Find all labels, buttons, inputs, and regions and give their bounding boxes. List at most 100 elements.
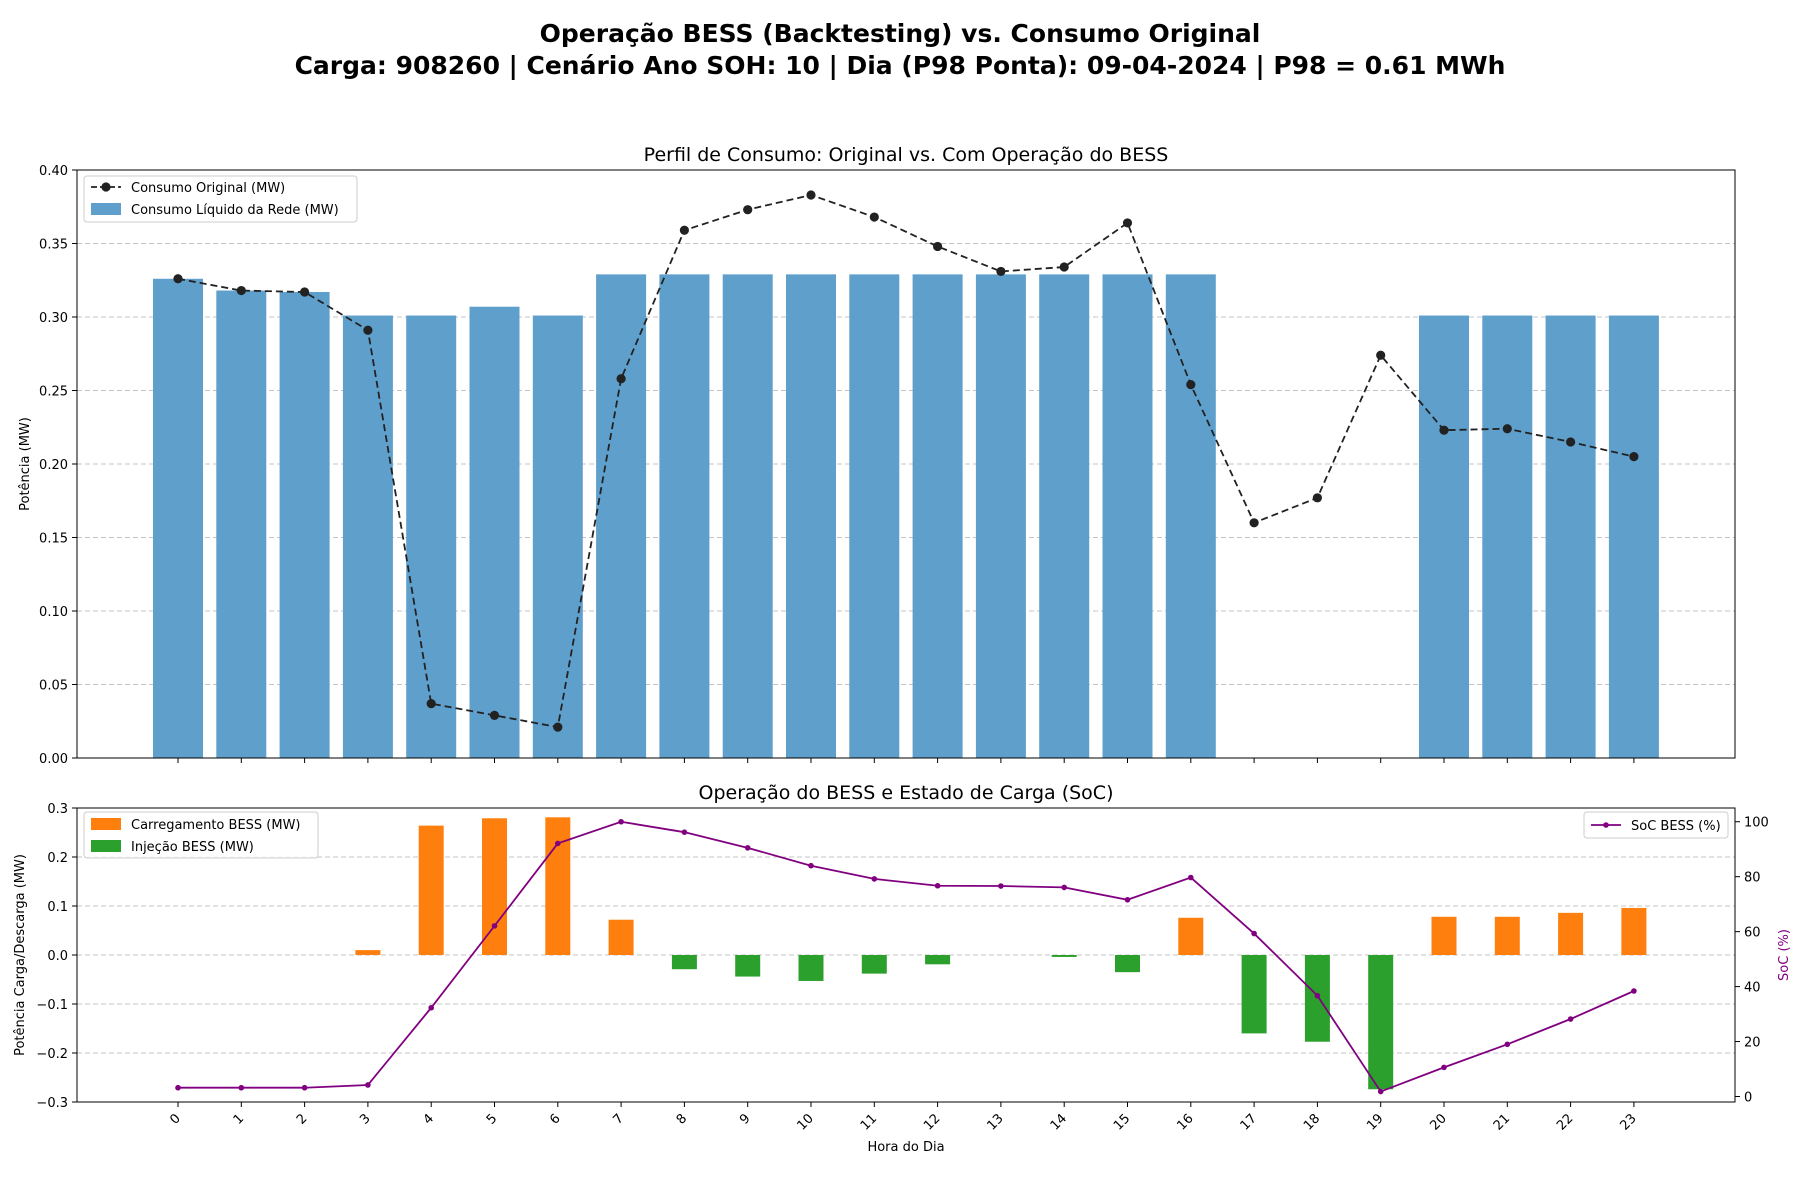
figure-title-line1: Operação BESS (Backtesting) vs. Consumo … [539,19,1261,48]
discharge-bar [1241,955,1267,1034]
legend-label: Consumo Líquido da Rede (MW) [131,203,339,218]
x-tick-label: 14 [1048,1111,1070,1133]
y-axis-label: Potência Carga/Descarga (MW) [13,854,28,1056]
net-consumption-bar [1482,315,1533,758]
original-consumption-point [363,325,373,335]
original-consumption-point [1566,437,1576,447]
x-tick-label: 5 [484,1111,500,1127]
soc-point [1061,884,1067,891]
soc-point [365,1082,371,1088]
x-tick-label: 13 [984,1111,1006,1133]
soc-point [871,876,878,882]
net-consumption-bar [469,306,520,758]
original-consumption-point [996,266,1006,277]
y-tick-label: 0.2 [47,851,68,866]
charge-bar [355,950,381,955]
original-consumption-point [869,212,879,222]
x-tick-label: 16 [1174,1111,1196,1133]
charge-bar [545,817,571,955]
original-consumption-point [553,722,563,732]
net-consumption-bar [1102,274,1153,758]
charge-bar [1178,917,1204,955]
charge-bar [1621,907,1647,955]
y2-tick-label: 40 [1744,981,1761,996]
net-consumption-bar [659,274,710,758]
net-consumption-bar [786,274,836,758]
legend-label: Injeção BESS (MW) [131,840,254,855]
y-tick-label: 0.20 [39,458,68,473]
soc-point [428,1004,435,1011]
discharge-bar [1051,955,1077,957]
x-tick-label: 2 [294,1111,310,1127]
y-tick-label: 0.30 [39,311,68,326]
discharge-bar [861,955,887,974]
x-tick-label: 22 [1554,1111,1576,1133]
legend-bar-swatch [91,818,121,830]
soc-line [178,820,1635,1093]
y2-tick-label: 100 [1744,816,1769,831]
y-axis-label: Potência (MW) [18,417,33,511]
y-tick-label: 0.0 [47,949,68,964]
legend: Consumo Original (MW) Consumo Líquido da … [83,175,358,223]
x-tick-label: 6 [547,1111,563,1127]
x-tick-label: 4 [421,1111,437,1127]
discharge-bar [671,955,697,970]
net-consumption-bar [849,274,900,758]
original-consumption-point [806,190,816,200]
soc-point [808,862,814,869]
discharge-bar [1115,955,1140,973]
net-consumption-bar [279,292,330,758]
y-tick-label: −0.2 [36,1047,68,1062]
soc-point [1188,874,1194,881]
original-consumption-point [933,241,943,252]
y-tick-label: 0.3 [47,802,68,817]
x-tick-label: 3 [357,1111,373,1127]
x-tick-label: 8 [674,1111,690,1127]
legend-marker-swatch [101,182,111,192]
soc-point [1567,1016,1574,1022]
y-tick-label: 0.05 [39,679,68,694]
original-consumption-point [1439,425,1449,435]
original-consumption-point [1629,452,1639,462]
original-consumption-point [1122,218,1133,228]
original-consumption-point [743,205,753,215]
net-consumption-bar [1545,315,1596,758]
y-tick-label: −0.1 [36,998,68,1013]
x-tick-label: 15 [1111,1111,1133,1133]
x-tick-label: 12 [921,1111,943,1133]
net-consumption-bar [912,274,963,758]
soc-point [1124,896,1131,903]
soc-point [998,883,1004,889]
soc-point [238,1084,245,1091]
x-tick-label: 17 [1238,1111,1260,1133]
original-consumption-point [1312,493,1322,503]
legend-label: Carregamento BESS (MW) [131,818,301,833]
x-tick-label: 21 [1491,1111,1513,1133]
charge-bar [608,919,634,955]
net-consumption-bar [1608,315,1659,758]
net-consumption-bar [596,274,647,758]
legend-frame [1583,811,1729,839]
original-consumption-point [300,287,310,297]
legend-label: Consumo Original (MW) [131,181,285,196]
discharge-bar [798,955,824,981]
y-tick-label: 0.35 [39,238,68,253]
y2-tick-label: 20 [1744,1036,1761,1051]
charge-bar [1558,912,1584,955]
x-tick-label: 1 [231,1111,247,1127]
net-consumption-bar [406,315,457,758]
soc-point [1441,1064,1447,1071]
y-tick-label: 0.00 [39,752,68,767]
x-tick-label: 7 [610,1111,626,1127]
original-consumption-point [236,285,246,296]
y-tick-label: 0.25 [39,385,68,400]
original-consumption-point [1186,380,1196,390]
net-consumption-bar [722,274,773,758]
net-consumption-bar [342,315,393,758]
net-consumption-bar [1165,274,1216,758]
net-consumption-bar [216,290,267,758]
soc-point [175,1084,181,1091]
soc-point [618,818,624,825]
x-tick-label: 10 [795,1111,817,1133]
